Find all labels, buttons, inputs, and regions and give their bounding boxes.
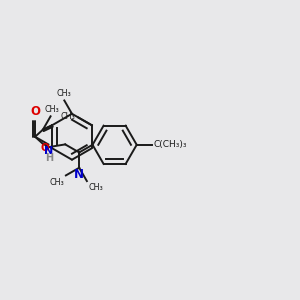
Text: O: O	[40, 143, 49, 153]
Text: CH₃: CH₃	[57, 89, 72, 98]
Text: N: N	[74, 168, 84, 181]
Text: O: O	[30, 105, 40, 118]
Text: CH₃: CH₃	[50, 178, 64, 187]
Text: CH₃: CH₃	[88, 183, 103, 192]
Text: C(CH₃)₃: C(CH₃)₃	[154, 140, 187, 149]
Text: N: N	[44, 146, 54, 156]
Text: H: H	[45, 153, 53, 163]
Text: CH₃: CH₃	[60, 112, 75, 121]
Text: CH₃: CH₃	[44, 105, 59, 114]
